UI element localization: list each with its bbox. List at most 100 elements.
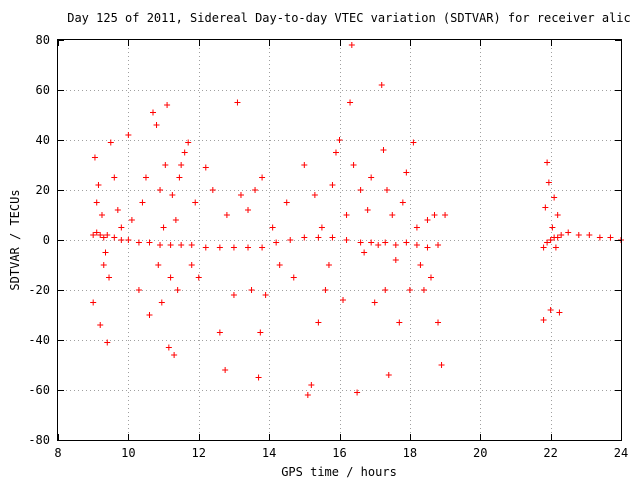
- data-point: [118, 224, 125, 231]
- data-point: [125, 132, 132, 138]
- data-point: [158, 299, 165, 306]
- data-point: [413, 224, 420, 231]
- data-point: [172, 217, 179, 223]
- data-point: [255, 374, 262, 381]
- data-point: [389, 212, 396, 218]
- data-point: [554, 212, 561, 218]
- data-point: [146, 239, 153, 246]
- x-tick-label: 20: [473, 446, 487, 460]
- data-point: [97, 232, 104, 238]
- data-point: [371, 299, 378, 306]
- data-point: [234, 99, 241, 106]
- data-point: [111, 234, 118, 241]
- data-point: [315, 234, 322, 241]
- data-point: [248, 287, 255, 293]
- data-point: [269, 224, 276, 231]
- data-point: [202, 164, 209, 171]
- data-point: [343, 212, 350, 218]
- data-point: [128, 217, 135, 223]
- data-point: [392, 242, 399, 248]
- data-point: [350, 162, 357, 168]
- data-point: [354, 389, 361, 396]
- data-point: [336, 137, 343, 143]
- data-point: [547, 237, 554, 243]
- data-point: [237, 192, 244, 198]
- y-tick-labels: -80 -60 -40 -20 0 20 40 60 80: [28, 33, 50, 447]
- data-point: [216, 329, 223, 336]
- data-point: [97, 322, 104, 328]
- data-point: [245, 207, 252, 213]
- data-point: [165, 344, 172, 351]
- chart-title: Day 125 of 2011, Sidereal Day-to-day VTE…: [67, 11, 631, 25]
- data-point: [382, 287, 389, 293]
- y-tick-label: 0: [43, 233, 50, 247]
- data-point: [178, 162, 185, 168]
- data-point: [384, 187, 391, 193]
- data-point: [139, 199, 146, 206]
- data-point: [150, 109, 157, 116]
- data-point: [544, 239, 551, 246]
- data-point: [174, 287, 181, 293]
- data-point: [91, 154, 98, 161]
- data-point: [104, 339, 111, 346]
- x-tick-label: 14: [262, 446, 276, 460]
- data-point: [399, 199, 406, 206]
- x-tick-label: 12: [192, 446, 206, 460]
- data-point: [575, 232, 582, 238]
- data-point: [329, 234, 336, 241]
- data-point: [276, 262, 283, 268]
- x-tick-label: 16: [332, 446, 346, 460]
- data-point: [259, 174, 266, 181]
- y-tick-label: -20: [28, 283, 50, 297]
- data-point: [322, 287, 329, 293]
- y-tick-label: -80: [28, 433, 50, 447]
- data-point: [90, 299, 97, 306]
- data-point: [438, 362, 445, 368]
- data-point: [125, 237, 132, 243]
- data-point: [259, 244, 266, 251]
- data-point: [357, 239, 364, 246]
- x-tick-labels: 8 10 12 14 16 18 20 22 24: [54, 446, 628, 460]
- data-point: [424, 244, 431, 251]
- data-point: [262, 292, 269, 298]
- data-point: [413, 242, 420, 248]
- data-point: [93, 229, 100, 236]
- data-point: [257, 329, 264, 336]
- data-point: [178, 242, 185, 248]
- data-point: [162, 162, 169, 168]
- data-point: [95, 182, 102, 188]
- data-points: [90, 42, 624, 398]
- data-point: [135, 287, 142, 293]
- data-point: [153, 122, 160, 128]
- data-point: [558, 232, 565, 238]
- data-point: [157, 187, 164, 193]
- data-point: [164, 102, 171, 108]
- data-point: [382, 239, 389, 246]
- data-point: [114, 207, 121, 213]
- data-point: [396, 319, 403, 326]
- data-point: [118, 237, 125, 243]
- data-point: [273, 239, 280, 246]
- data-point: [100, 234, 107, 241]
- data-point: [442, 212, 449, 218]
- data-point: [104, 232, 111, 238]
- x-tick-label: 8: [54, 446, 61, 460]
- data-point: [329, 182, 336, 188]
- data-point: [403, 239, 410, 246]
- data-point: [420, 287, 427, 293]
- data-point: [202, 244, 209, 251]
- x-tick-label: 10: [121, 446, 135, 460]
- data-point: [171, 352, 178, 358]
- data-point: [107, 139, 114, 146]
- data-point: [287, 237, 294, 243]
- y-tick-label: 60: [36, 83, 50, 97]
- data-point: [586, 232, 593, 238]
- data-point: [368, 239, 375, 246]
- data-point: [167, 242, 174, 248]
- data-point: [424, 217, 431, 223]
- data-point: [375, 242, 382, 248]
- data-point: [565, 229, 572, 236]
- data-point: [540, 244, 547, 251]
- data-point: [549, 224, 556, 231]
